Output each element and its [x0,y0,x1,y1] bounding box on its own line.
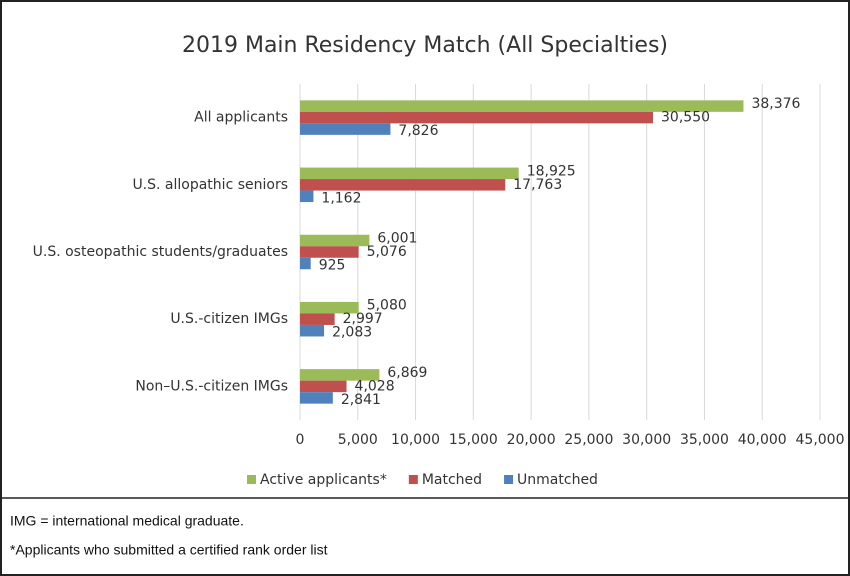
data-label: 6,869 [387,365,427,381]
footnote: IMG = international medical graduate. [10,513,244,529]
data-label: 17,763 [513,177,562,193]
data-label: 2,841 [341,392,381,408]
footnote: *Applicants who submitted a certified ra… [10,542,328,558]
x-tick-label: 25,000 [564,432,613,448]
x-tick-label: 5,000 [338,432,378,448]
data-label: 925 [319,258,346,274]
bar [300,100,744,112]
bar [300,234,370,247]
data-label: 5,080 [367,298,407,314]
bar [300,369,380,381]
data-label: 6,001 [377,231,417,247]
data-label: 2,997 [343,311,383,327]
x-tick-label: 20,000 [507,432,556,448]
bar [300,167,519,180]
x-tick-label: 45,000 [796,432,845,448]
y-tick-label: U.S. allopathic seniors [132,177,288,193]
y-tick-label: U.S.-citizen IMGs [170,311,288,327]
x-tick-label: 30,000 [622,432,671,448]
y-tick-label: Non–U.S.-citizen IMGs [135,378,288,394]
data-label: 4,028 [355,378,395,394]
x-tick-label: 35,000 [680,432,729,448]
bar [300,179,506,191]
data-label: 38,376 [751,96,800,112]
x-tick-label: 40,000 [738,432,787,448]
bar [300,313,335,325]
bar [300,246,359,258]
data-label: 1,162 [321,190,361,206]
x-tick-label: 10,000 [391,432,440,448]
bar [300,123,391,135]
data-label: 30,550 [661,110,710,126]
data-label: 7,826 [398,123,438,139]
legend-swatch [408,475,418,484]
bar [300,392,333,404]
y-tick-label: All applicants [194,110,288,126]
x-tick-label: 0 [296,432,305,448]
chart-title: 2019 Main Residency Match (All Specialti… [182,33,668,58]
bar [300,324,325,337]
legend-swatch [247,475,256,484]
data-label: 18,925 [527,163,576,179]
bar [300,380,347,393]
bar [300,257,311,270]
data-label: 2,083 [332,325,372,341]
bar [300,301,359,314]
legend-label: Active applicants* [260,472,387,488]
y-tick-label: U.S. osteopathic students/graduates [33,244,288,260]
bar [300,190,314,203]
data-label: 5,076 [367,244,407,260]
legend-label: Unmatched [517,472,598,488]
x-tick-label: 15,000 [449,432,498,448]
legend-swatch [504,475,514,484]
legend-label: Matched [422,472,482,488]
bar [300,111,654,124]
